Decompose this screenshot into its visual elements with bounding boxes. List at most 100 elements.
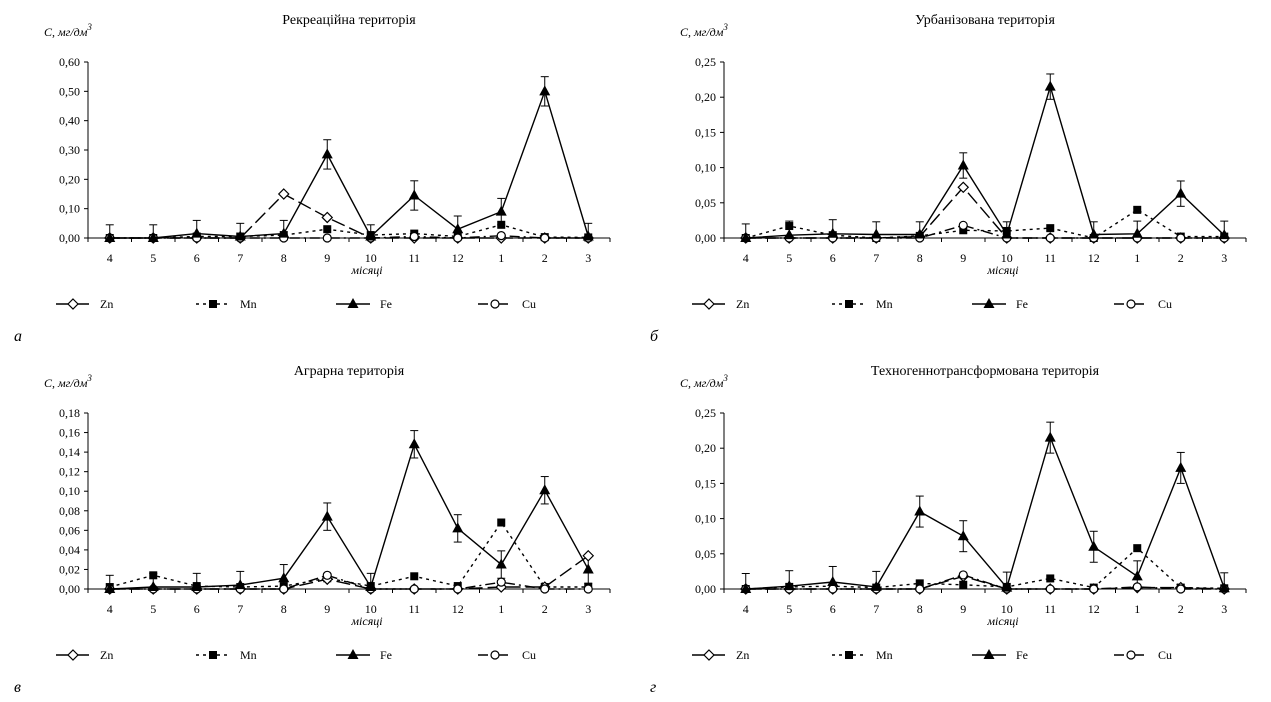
data-point-cu	[540, 233, 550, 243]
chart-title: Рекреаційна територія	[282, 13, 416, 28]
x-tick-label: 6	[194, 602, 200, 616]
legend-label-cu: Cu	[522, 648, 536, 662]
x-tick-label: 6	[194, 251, 200, 265]
x-tick-label: 1	[1134, 602, 1140, 616]
data-point-mn	[497, 518, 506, 527]
legend-label-mn: Mn	[240, 297, 257, 311]
data-point-mn	[323, 225, 332, 234]
legend-marker-mn	[845, 300, 853, 308]
x-tick-label: 10	[365, 602, 377, 616]
data-point-fe	[740, 232, 752, 242]
series-line-cu	[109, 574, 589, 590]
x-tick-label: 3	[1221, 251, 1227, 265]
series-line-cu	[745, 574, 1225, 590]
data-point-fe	[1088, 540, 1100, 551]
error-bars-fe	[105, 76, 593, 238]
legend-marker-cu	[1126, 650, 1136, 660]
x-tick-label: 3	[1221, 602, 1227, 616]
x-tick-label: 12	[1088, 602, 1100, 616]
y-tick-label: 0,50	[59, 84, 80, 98]
chart-panel-b: Урбанізована територія С, мг/дм3 0,00 0,05 0…	[636, 0, 1266, 351]
legend-label-mn: Mn	[876, 297, 893, 311]
x-tick-label: 8	[281, 602, 287, 616]
x-tick-label: 12	[1088, 251, 1100, 265]
chart-title: Техногеннотрансформована територія	[871, 364, 1100, 379]
series-line-zn	[109, 555, 589, 590]
data-point-fe	[452, 522, 464, 533]
y-axis-label-text: С, мг/дм	[680, 25, 724, 39]
x-tick-label: 5	[786, 602, 792, 616]
y-axis-label: С, мг/дм3	[680, 22, 728, 39]
data-point-cu	[322, 570, 332, 580]
data-point-fe	[914, 228, 926, 239]
legend-marker-zn	[67, 649, 79, 661]
legend: Zn Mn Fe Cu	[692, 648, 1172, 662]
legend-label-fe: Fe	[1016, 297, 1028, 311]
legend-marker-cu	[490, 299, 500, 309]
data-point-fe	[870, 228, 882, 239]
data-point-mn	[1133, 544, 1142, 553]
legend-marker-mn	[845, 651, 853, 659]
y-tick-label: 0,10	[695, 512, 716, 526]
y-axis-label: С, мг/дм3	[44, 22, 92, 39]
x-tick-label: 7	[873, 251, 879, 265]
y-tick-label: 0,10	[695, 161, 716, 175]
data-point-zn	[582, 549, 595, 562]
x-tick-label: 2	[1178, 251, 1184, 265]
x-tick-label: 8	[917, 602, 923, 616]
x-tick-label: 11	[408, 602, 420, 616]
x-axis-label: місяці	[350, 263, 382, 277]
x-tick-label: 9	[324, 251, 330, 265]
data-point-fe	[827, 575, 839, 586]
x-tick-label: 11	[408, 251, 420, 265]
error-bars-fe	[105, 430, 593, 589]
data-point-fe	[321, 148, 333, 159]
legend-marker-mn	[209, 651, 217, 659]
data-point-mn	[959, 226, 968, 235]
series-line-fe	[109, 442, 589, 590]
panel-label: в	[14, 679, 21, 696]
data-point-mn	[1046, 574, 1055, 583]
data-point-cu	[453, 233, 463, 243]
series-line-mn	[109, 224, 589, 239]
data-point-cu	[958, 220, 968, 230]
y-tick-label: 0,00	[59, 231, 80, 245]
y-axis-label: С, мг/дм3	[680, 373, 728, 390]
data-point-cu	[279, 584, 289, 594]
x-tick-label: 7	[237, 602, 243, 616]
x-tick-label: 11	[1044, 602, 1056, 616]
legend-marker-zn	[703, 649, 715, 661]
chart-panel-a: Рекреаційна територія С, мг/дм3 0,00 0,10 0,…	[0, 0, 630, 351]
series-cu	[741, 220, 1229, 243]
data-point-fe	[234, 230, 246, 241]
data-point-fe	[957, 159, 969, 170]
y-axis-label-text: С, мг/дм	[680, 376, 724, 390]
x-tick-label: 9	[960, 602, 966, 616]
panel-label: б	[650, 328, 659, 345]
panel-label: а	[14, 328, 22, 345]
data-point-cu	[1089, 584, 1099, 594]
x-tick-label: 1	[1134, 251, 1140, 265]
legend-label-zn: Zn	[100, 297, 113, 311]
data-point-fe	[104, 583, 116, 593]
data-point-fe	[278, 227, 290, 238]
data-point-fe	[234, 579, 246, 590]
y-tick-label: 0,15	[695, 125, 716, 139]
series-mn	[105, 518, 593, 592]
legend: Zn Mn Fe Cu	[56, 648, 536, 662]
y-tick-label: 0,14	[59, 445, 80, 459]
data-point-mn	[410, 572, 419, 581]
data-point-cu	[915, 584, 925, 594]
x-tick-label: 6	[830, 602, 836, 616]
data-point-cu	[1176, 233, 1186, 243]
data-point-fe	[914, 505, 926, 516]
data-point-fe	[1044, 431, 1056, 442]
y-tick-label: 0,10	[59, 484, 80, 498]
data-point-cu	[828, 584, 838, 594]
legend-label-zn: Zn	[736, 648, 749, 662]
x-tick-label: 5	[150, 602, 156, 616]
y-tick-label: 0,18	[59, 406, 80, 420]
chart-panel-g: Техногеннотрансформована територія С, мг/…	[636, 351, 1266, 702]
series-line-zn	[745, 186, 1225, 239]
